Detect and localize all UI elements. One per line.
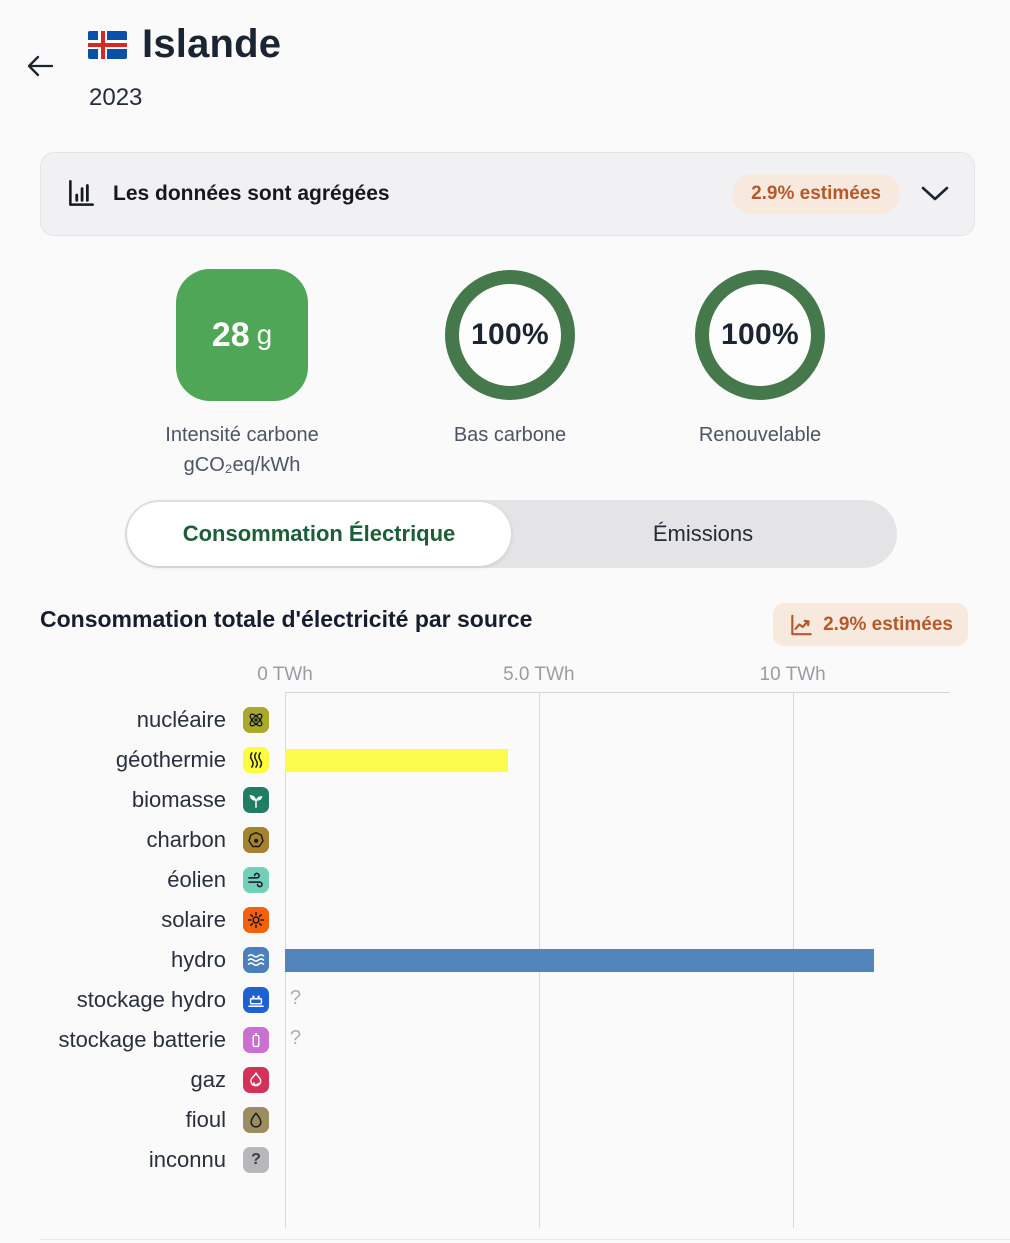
- heat-waves-icon: [243, 747, 269, 773]
- sun-icon: [243, 907, 269, 933]
- chart-estimated-badge: 2.9% estimées: [773, 603, 968, 646]
- chart-row-wind: éolien: [0, 860, 1010, 900]
- chart-row-hydro-storage: stockage hydro ?: [76, 986, 302, 1013]
- chart-row-battery-storage: stockage batterie ?: [58, 1026, 302, 1053]
- droplet-icon: [243, 1107, 269, 1133]
- chart-row-coal: charbon: [0, 820, 1010, 860]
- chart-row-solar: solaire: [0, 900, 1010, 940]
- renewable-label: Renouvelable: [698, 424, 822, 446]
- estimated-badge: 2.9% estimées: [732, 174, 900, 214]
- geothermal-bar[interactable]: [285, 748, 509, 772]
- chart-rows: nucléaire géothermie biomasse: [0, 700, 1010, 1180]
- chart-row-biomass: biomasse: [0, 780, 1010, 820]
- tab-consumption[interactable]: Consommation Électrique: [127, 502, 511, 566]
- chart-row-geothermal: géothermie: [0, 740, 1010, 780]
- tab-emissions[interactable]: Émissions: [652, 521, 754, 546]
- view-switcher: Consommation Électrique Émissions: [125, 500, 897, 568]
- page-title: Islande: [142, 22, 282, 66]
- renewable-ring: 100%: [695, 270, 825, 400]
- unknown-value-marker: ?: [290, 986, 302, 1009]
- header: Islande: [88, 22, 281, 67]
- carbon-intensity-value: 28: [211, 315, 250, 354]
- carbon-intensity-box: 28 g: [176, 269, 308, 401]
- question-icon: ?: [243, 1147, 269, 1173]
- wind-icon: [243, 867, 269, 893]
- year-label: 2023: [89, 84, 143, 111]
- axis-tick-10: 10 TWh: [759, 664, 826, 685]
- bottom-divider: [40, 1239, 1010, 1240]
- dam-icon: [243, 987, 269, 1013]
- low-carbon-value: 100%: [471, 318, 549, 351]
- renewable-value: 100%: [721, 318, 799, 351]
- back-button[interactable]: [22, 50, 58, 82]
- battery-icon: [243, 1027, 269, 1053]
- iceland-flag-icon: [88, 30, 127, 59]
- chart-row-gas: gaz: [0, 1060, 1010, 1100]
- unknown-value-marker: ?: [290, 1026, 302, 1049]
- chart-row-nuclear: nucléaire: [0, 700, 1010, 740]
- low-carbon-label: Bas carbone: [453, 424, 567, 446]
- bar-chart-icon: [63, 176, 99, 212]
- chart-estimated-text: 2.9% estimées: [823, 613, 953, 635]
- sprout-icon: [243, 787, 269, 813]
- hydro-bar[interactable]: [285, 948, 874, 972]
- aggregated-data-banner[interactable]: Les données sont agrégées 2.9% estimées: [40, 152, 975, 236]
- axis-tick-0: 0 TWh: [257, 664, 313, 685]
- flame-icon: [243, 1067, 269, 1093]
- carbon-intensity-unit: g: [256, 319, 273, 350]
- chart-row-oil: fioul: [0, 1100, 1010, 1140]
- coal-icon: [243, 827, 269, 853]
- water-waves-icon: [243, 947, 269, 973]
- carbon-intensity-label: Intensité carbone gCO₂eq/kWh: [165, 424, 319, 476]
- trend-chart-icon: [791, 614, 812, 635]
- metrics-row: 28 g Intensité carbone gCO₂eq/kWh 100% B…: [0, 269, 1010, 479]
- chart-row-unknown: inconnu ?: [0, 1140, 1010, 1180]
- atom-icon: [243, 707, 269, 733]
- chart-title: Consommation totale d'électricité par so…: [40, 606, 533, 632]
- axis-tick-5: 5.0 TWh: [503, 664, 575, 685]
- chevron-down-icon[interactable]: [920, 183, 952, 205]
- banner-text: Les données sont agrégées: [113, 182, 390, 205]
- arrow-left-icon: [27, 55, 54, 77]
- low-carbon-ring: 100%: [445, 270, 575, 400]
- chart-row-hydro: hydro: [0, 940, 1010, 980]
